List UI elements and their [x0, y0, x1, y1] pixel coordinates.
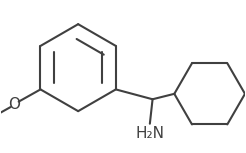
Text: H₂N: H₂N [135, 126, 164, 141]
Text: O: O [9, 97, 21, 112]
